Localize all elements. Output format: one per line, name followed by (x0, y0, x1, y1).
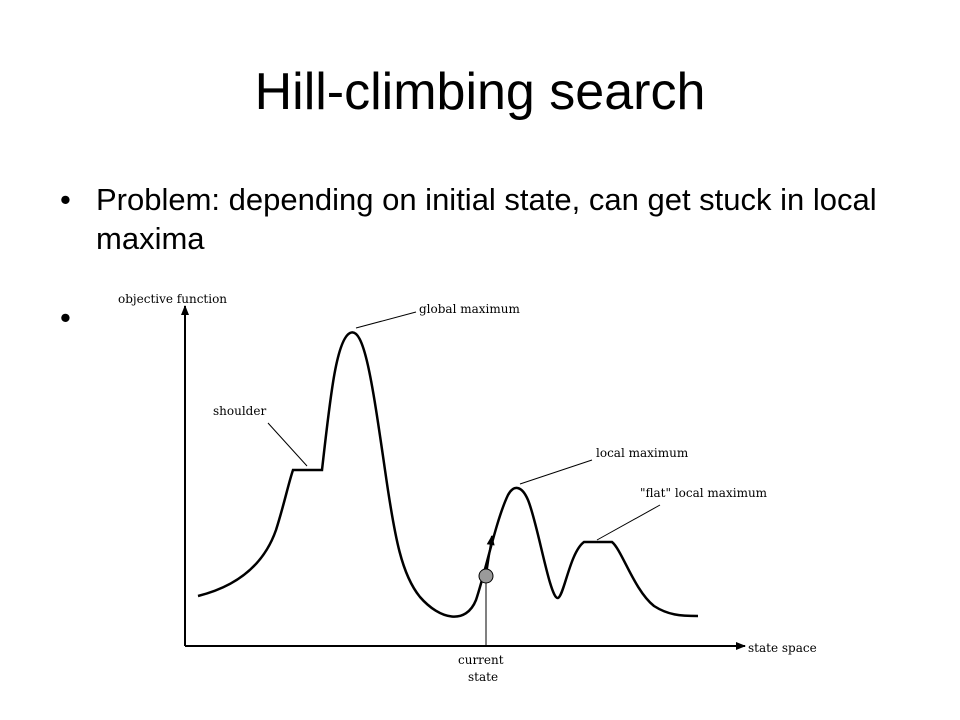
bullet-item-empty: • (60, 298, 71, 337)
current-state-label-line1: current (458, 653, 504, 667)
bullet-dot: • (60, 300, 71, 335)
global-maximum-pointer (355, 311, 417, 329)
bullet-item: • Problem: depending on initial state, c… (60, 180, 920, 258)
local-maximum-label: local maximum (596, 446, 689, 460)
local-maximum-pointer (519, 459, 593, 485)
shoulder-pointer (267, 422, 308, 467)
global-maximum-label: global maximum (419, 302, 520, 316)
shoulder-label: shoulder (213, 404, 266, 418)
bullet-list: • Problem: depending on initial state, c… (60, 180, 920, 258)
bullet-text: Problem: depending on initial state, can… (96, 182, 877, 256)
objective-curve (197, 331, 699, 618)
x-axis-label: state space (748, 641, 817, 655)
current-state-dot (478, 568, 494, 584)
bullet-dot: • (60, 182, 71, 217)
flat-local-maximum-pointer (596, 504, 661, 541)
slide-title: Hill-climbing search (254, 63, 706, 121)
flat-local-maximum-label: "flat" local maximum (640, 486, 768, 500)
current-state-label-line2: state (468, 670, 498, 684)
y-axis-label: objective function (118, 292, 227, 306)
